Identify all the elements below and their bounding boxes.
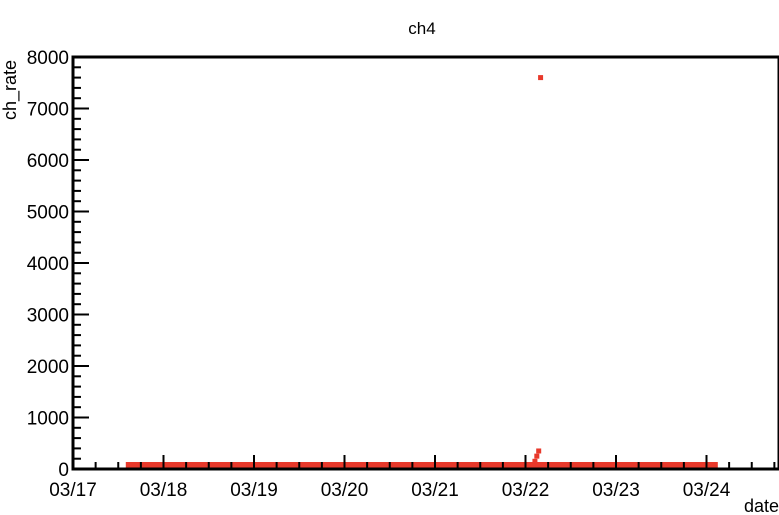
y-tick-label: 4000 [27,254,69,275]
x-tick-label: 03/21 [411,480,459,501]
data-point [532,458,538,464]
x-tick-label: 03/17 [49,480,97,501]
y-axis-title: ch_rate [0,60,21,120]
x-tick-label: 03/23 [592,480,640,501]
chart-title: ch4 [408,19,435,38]
data-point [538,75,544,81]
x-tick-label: 03/20 [321,480,369,501]
data-point [536,448,542,454]
y-tick-label: 8000 [27,48,69,69]
y-tick-label: 7000 [27,100,69,121]
y-tick-label: 3000 [27,306,69,327]
data-point [534,453,540,459]
y-tick-label: 1000 [27,409,69,430]
y-tick-label: 6000 [27,151,69,172]
data-point [530,463,536,469]
x-tick-label: 03/18 [140,480,188,501]
x-axis-title: date [744,496,779,515]
y-tick-label: 5000 [27,203,69,224]
x-tick-label: 03/24 [683,480,731,501]
y-axis: 0 1000 2000 3000 4000 5000 6000 7000 8000 [27,48,89,481]
y-tick-label: 2000 [27,357,69,378]
x-axis: 03/17 03/18 03/19 03/20 03/21 03/22 03/23 03/24 [49,455,776,501]
baseline-points [125,462,718,469]
x-tick-label: 03/19 [230,480,278,501]
data-markers [125,75,718,469]
x-tick-label: 03/22 [502,480,550,501]
plot-frame [71,55,779,471]
y-tick-label: 0 [58,460,69,481]
